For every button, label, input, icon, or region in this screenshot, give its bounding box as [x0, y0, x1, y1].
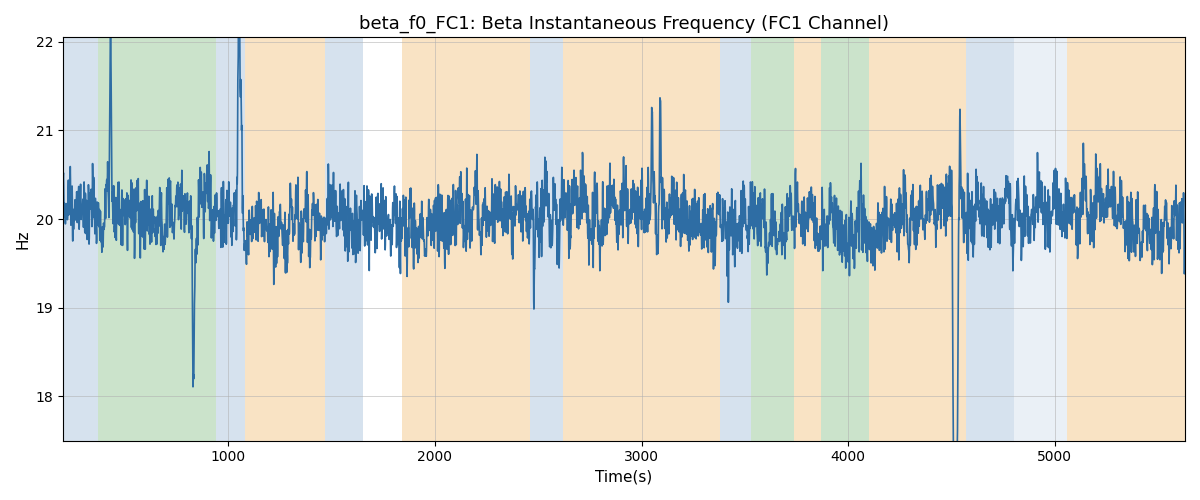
Bar — [98, 38, 216, 440]
Bar — [794, 38, 821, 440]
Bar — [1067, 38, 1186, 440]
Bar — [402, 38, 530, 440]
Bar — [563, 38, 720, 440]
Bar — [325, 38, 362, 440]
Bar — [530, 38, 563, 440]
Y-axis label: Hz: Hz — [16, 230, 30, 249]
X-axis label: Time(s): Time(s) — [595, 470, 653, 485]
Bar — [751, 38, 794, 440]
Bar — [720, 38, 751, 440]
Bar — [216, 38, 245, 440]
Bar — [966, 38, 1014, 440]
Bar — [245, 38, 325, 440]
Bar — [821, 38, 869, 440]
Bar — [869, 38, 966, 440]
Title: beta_f0_FC1: Beta Instantaneous Frequency (FC1 Channel): beta_f0_FC1: Beta Instantaneous Frequenc… — [359, 15, 889, 34]
Bar — [64, 38, 98, 440]
Bar — [1014, 38, 1067, 440]
